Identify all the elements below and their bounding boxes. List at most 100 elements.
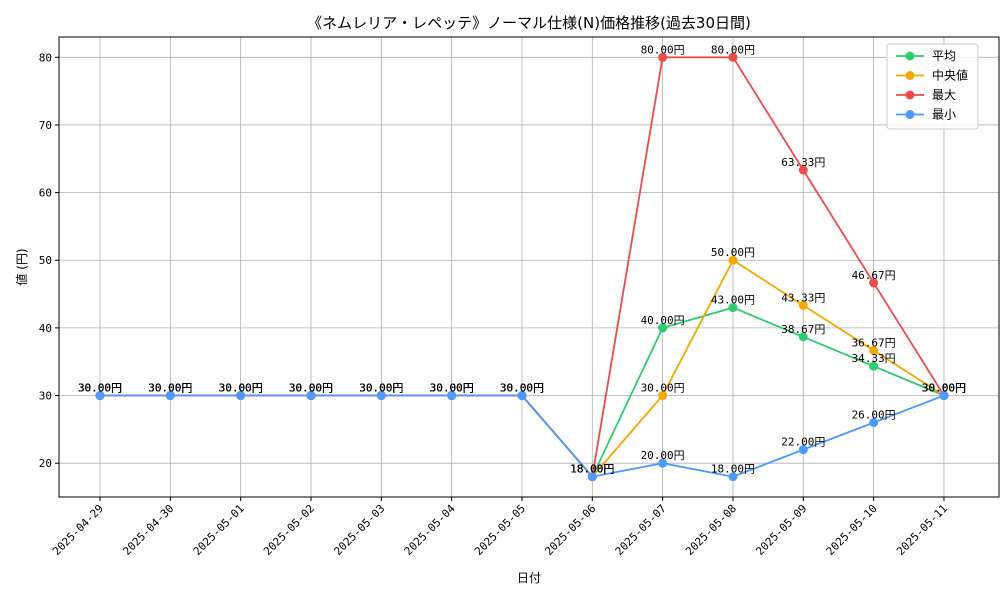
x-tick-label: 2025-05-01 — [191, 502, 247, 558]
data-label: 18.00円 — [570, 463, 614, 476]
data-label: 34.33円 — [852, 352, 896, 365]
data-label: 38.67円 — [781, 323, 825, 336]
plot-frame — [58, 36, 1000, 498]
data-label: 18.00円 — [711, 463, 755, 476]
data-label: 30.00円 — [289, 382, 333, 395]
data-label: 22.00円 — [781, 436, 825, 449]
series-point — [376, 391, 386, 401]
legend-marker — [905, 71, 915, 80]
data-label: 43.33円 — [781, 291, 825, 304]
data-label: 30.00円 — [78, 382, 122, 395]
legend-label: 最小 — [932, 108, 956, 122]
data-label: 30.00円 — [219, 382, 263, 395]
grid — [59, 37, 999, 497]
series-point — [587, 472, 597, 482]
data-label: 30.00円 — [359, 382, 403, 395]
data-label: 36.67円 — [852, 336, 896, 349]
data-label: 30.00円 — [219, 382, 263, 395]
x-tick-label: 2025-05-03 — [331, 502, 387, 558]
x-tick-label: 2025-05-09 — [753, 502, 809, 558]
legend-marker — [905, 51, 915, 61]
series-point — [658, 391, 668, 401]
data-label: 18.00円 — [570, 463, 614, 476]
y-tick-label: 50 — [39, 254, 52, 267]
series-point — [728, 255, 738, 265]
data-label: 30.00円 — [289, 382, 333, 395]
data-label: 30.00円 — [148, 382, 192, 395]
x-tick-label: 2025-05-11 — [894, 502, 950, 558]
data-label: 30.00円 — [219, 382, 263, 395]
y-tick-label: 20 — [39, 457, 52, 470]
legend-label: 平均 — [932, 49, 956, 63]
x-tick-label: 2025-04-30 — [120, 502, 176, 558]
data-label: 30.00円 — [359, 382, 403, 395]
series-point — [95, 391, 105, 401]
legend-label: 最大 — [932, 88, 956, 102]
y-tick-label: 80 — [39, 51, 52, 64]
data-label: 30.00円 — [148, 382, 192, 395]
data-label: 30.00円 — [430, 382, 474, 395]
data-label: 63.33円 — [781, 156, 825, 169]
x-axis-ticks: 2025-04-29 2025-04-30 2025-05-01 2025-05-02… — [50, 497, 950, 558]
y-tick-label: 30 — [39, 390, 52, 403]
data-label: 50.00円 — [711, 246, 755, 259]
data-label: 30.00円 — [641, 382, 685, 395]
data-label: 46.67円 — [852, 269, 896, 282]
x-tick-label: 2025-05-10 — [824, 502, 880, 558]
legend-box — [886, 43, 979, 130]
y-axis-label: 値 (円) — [14, 248, 29, 285]
series-point — [447, 391, 457, 401]
x-tick-label: 2025-05-06 — [542, 502, 598, 558]
data-label: 80.00円 — [711, 43, 755, 56]
series-point — [517, 391, 527, 401]
legend-label: 中央値 — [932, 68, 968, 83]
data-label: 30.00円 — [500, 382, 544, 395]
x-axis-label: 日付 — [517, 571, 541, 585]
data-label: 30.00円 — [430, 382, 474, 395]
data-label: 43.00円 — [711, 294, 755, 307]
y-tick-label: 60 — [39, 187, 52, 200]
series-point — [869, 418, 879, 428]
data-label: 30.00円 — [500, 382, 544, 395]
series-point — [939, 391, 949, 401]
series-point — [798, 445, 808, 455]
legend-marker — [905, 110, 915, 119]
series-point — [728, 472, 738, 482]
x-tick-label: 2025-05-08 — [683, 502, 739, 558]
data-label: 40.00円 — [641, 314, 685, 327]
data-label: 30.00円 — [289, 382, 333, 395]
data-label: 30.00円 — [500, 382, 544, 395]
series-points — [95, 52, 949, 482]
x-tick-label: 2025-05-07 — [613, 502, 669, 558]
data-label: 30.00円 — [148, 382, 192, 395]
data-label: 30.00円 — [219, 382, 263, 395]
data-label: 30.00円 — [430, 382, 474, 395]
data-label: 18.00円 — [570, 463, 614, 476]
y-axis-ticks: 20 30 40 50 60 70 80 — [39, 51, 59, 470]
series-point — [869, 278, 879, 288]
series-point — [798, 332, 808, 342]
series-point — [798, 165, 808, 175]
y-tick-label: 40 — [39, 322, 52, 335]
data-label: 30.00円 — [500, 382, 544, 395]
data-label: 30.00円 — [359, 382, 403, 395]
data-label: 20.00円 — [641, 449, 685, 462]
data-label: 30.00円 — [289, 382, 333, 395]
series-point — [658, 458, 668, 468]
series-point — [728, 303, 738, 313]
chart-title: 《ネムレリア・レペッテ》ノーマル仕様(N)価格推移(過去30日間) — [307, 14, 751, 32]
series-point — [658, 323, 668, 333]
data-labels: 30.00円 30.00円 30.00円 30.00円 30.00円 30.00円 30.0… — [78, 43, 966, 475]
legend-marker — [905, 90, 915, 100]
series-point — [165, 391, 175, 401]
data-label: 30.00円 — [922, 382, 966, 395]
series-point — [306, 391, 316, 401]
x-tick-label: 2025-05-05 — [472, 502, 528, 558]
series-point — [798, 300, 808, 310]
data-label: 30.00円 — [78, 382, 122, 395]
series-point — [658, 52, 668, 62]
data-label: 30.00円 — [922, 382, 966, 395]
x-tick-label: 2025-04-29 — [50, 502, 106, 558]
